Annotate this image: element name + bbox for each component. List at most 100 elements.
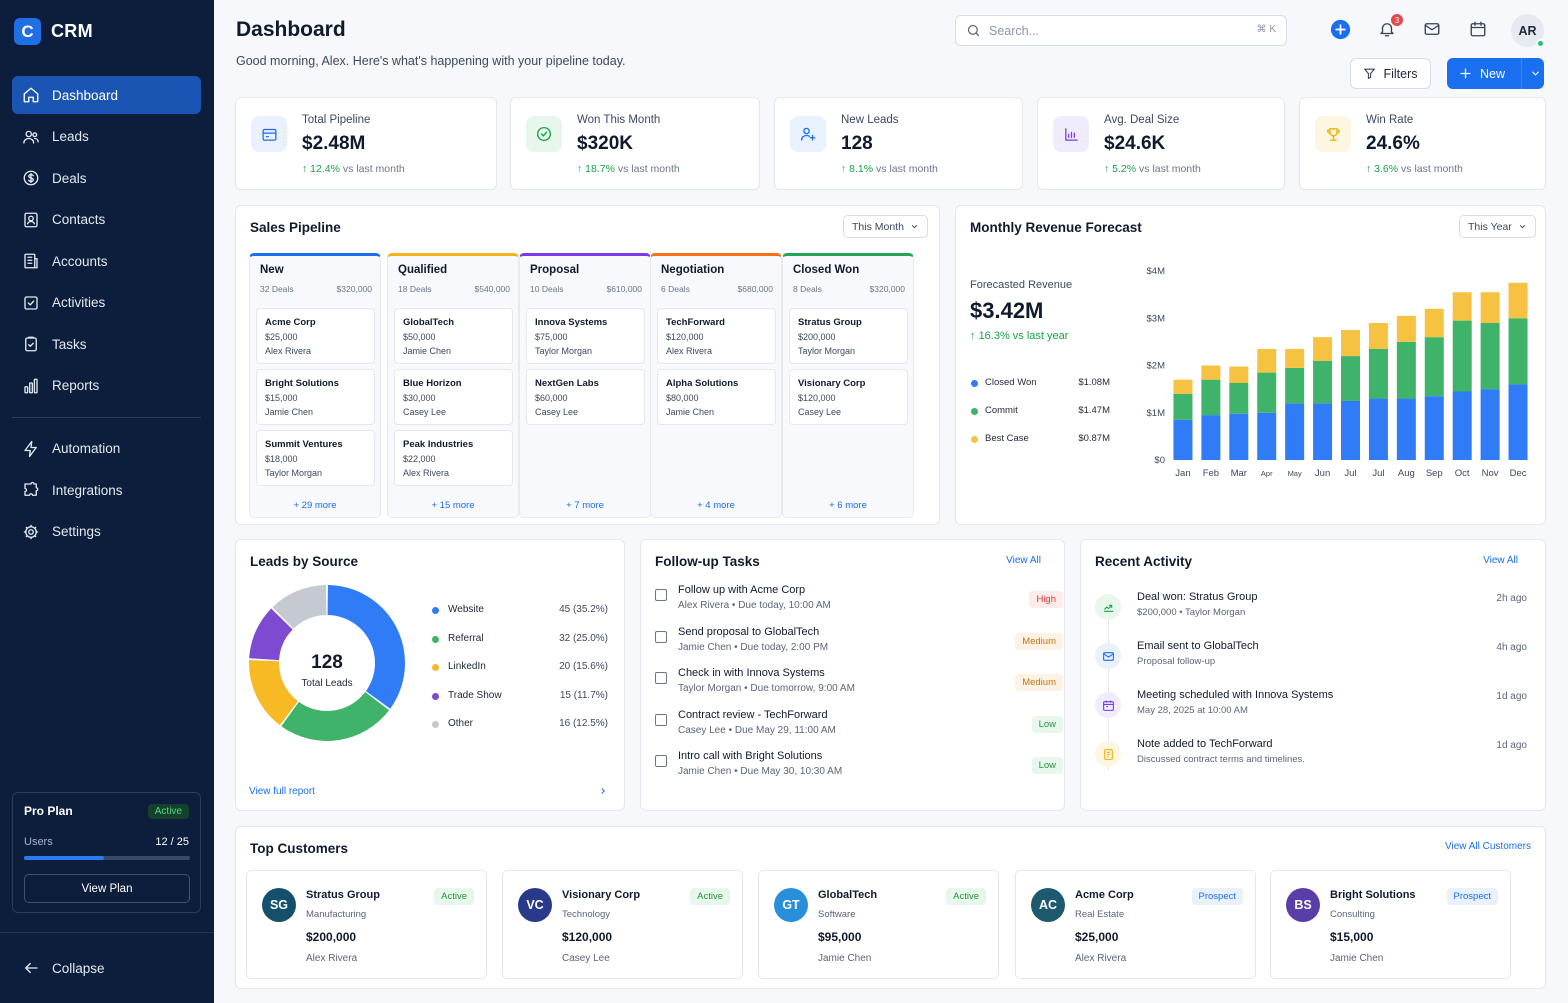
stage-more-link[interactable]: + 4 more xyxy=(697,500,735,511)
deal-card[interactable]: NextGen Labs $60,000 Casey Lee xyxy=(526,369,645,425)
sidebar-item-dashboard[interactable]: Dashboard xyxy=(12,76,201,114)
customer-card[interactable]: GT GlobalTech Software $95,000 Jamie Chen Act… xyxy=(758,870,999,979)
view-full-report-link[interactable]: View full report xyxy=(249,786,315,797)
task-title[interactable]: Contract review - TechForward xyxy=(678,708,828,721)
stage-more-link[interactable]: + 7 more xyxy=(566,500,604,511)
task-title[interactable]: Follow up with Acme Corp xyxy=(678,584,806,596)
bar-segment xyxy=(1368,398,1388,460)
tasks-view-all-link[interactable]: View All xyxy=(1006,555,1041,566)
activity-view-all-link[interactable]: View All xyxy=(1483,555,1518,566)
stage-name: New xyxy=(260,264,284,276)
deal-name: Bright Solutions xyxy=(265,378,339,389)
bar-segment xyxy=(1257,412,1277,460)
stage-more-link[interactable]: + 6 more xyxy=(829,500,867,511)
task-checkbox[interactable] xyxy=(655,589,667,601)
sidebar-item-accounts[interactable]: Accounts xyxy=(12,242,201,280)
sidebar-item-integrations[interactable]: Integrations xyxy=(12,471,201,509)
stage-more-link[interactable]: + 15 more xyxy=(431,500,475,511)
chevron-right-icon[interactable] xyxy=(598,786,608,796)
deal-card[interactable]: Visionary Corp $120,000 Casey Lee xyxy=(789,369,908,425)
x-tick-label: Jul xyxy=(1344,468,1356,479)
stage-name: Qualified xyxy=(398,264,448,276)
deal-card[interactable]: Blue Horizon $30,000 Casey Lee xyxy=(394,369,513,425)
forecast-label: Forecasted Revenue xyxy=(970,279,1073,291)
page-subtitle: Good morning, Alex. Here's what's happen… xyxy=(236,54,626,68)
user-avatar[interactable]: AR xyxy=(1511,14,1545,48)
filters-button[interactable]: Filters xyxy=(1350,58,1431,89)
notifications-button[interactable]: 3 xyxy=(1376,14,1403,40)
view-plan-button[interactable]: View Plan xyxy=(24,874,190,903)
kpi-card-avg-deal-size[interactable]: Avg. Deal Size $24.6K ↑ 5.2% vs last mon… xyxy=(1037,97,1285,190)
kpi-card-won-this-month[interactable]: Won This Month $320K ↑ 18.7% vs last mon… xyxy=(510,97,760,190)
customer-card[interactable]: SG Stratus Group Manufacturing $200,000 Alex… xyxy=(246,870,487,979)
deal-card[interactable]: Bright Solutions $15,000 Jamie Chen xyxy=(256,369,375,425)
task-checkbox[interactable] xyxy=(655,672,667,684)
calendar-button[interactable] xyxy=(1467,18,1489,40)
search-box: ⌘ K xyxy=(955,15,1287,46)
app-name: CRM xyxy=(51,21,93,41)
add-button[interactable] xyxy=(1329,18,1351,40)
sidebar-item-leads[interactable]: Leads xyxy=(12,118,201,156)
kpi-card-win-rate[interactable]: Win Rate 24.6% ↑ 3.6% vs last month xyxy=(1299,97,1546,190)
sidebar-item-automation[interactable]: Automation xyxy=(12,430,201,468)
deal-card[interactable]: Peak Industries $22,000 Alex Rivera xyxy=(394,430,513,486)
calendar-icon xyxy=(1102,700,1114,711)
task-title[interactable]: Intro call with Bright Solutions xyxy=(678,750,823,762)
kpi-card-total-pipeline[interactable]: Total Pipeline $2.48M ↑ 12.4% vs last mo… xyxy=(235,97,497,190)
deal-name: Acme Corp xyxy=(265,317,316,328)
activity-item[interactable]: Meeting scheduled with Innova Systems May… xyxy=(1095,689,1527,729)
stage-more-link[interactable]: + 29 more xyxy=(293,500,337,511)
new-button[interactable]: New xyxy=(1447,58,1544,89)
sidebar-item-deals[interactable]: Deals xyxy=(12,159,201,197)
sidebar-item-settings[interactable]: Settings xyxy=(12,513,201,551)
deal-card[interactable]: Acme Corp $25,000 Alex Rivera xyxy=(256,308,375,364)
activity-item[interactable]: Deal won: Stratus Group $200,000 • Taylor… xyxy=(1095,591,1527,631)
customer-owner: Jamie Chen xyxy=(1330,953,1384,964)
chart-icon xyxy=(1064,127,1078,141)
activity-item[interactable]: Email sent to GlobalTech Proposal follow-… xyxy=(1095,640,1527,680)
total-leads-value: 128 xyxy=(311,652,343,673)
task-checkbox[interactable] xyxy=(655,755,667,767)
app-logo[interactable]: C CRM xyxy=(14,18,93,45)
task-title[interactable]: Check in with Innova Systems xyxy=(678,667,825,679)
forecast-period-select[interactable]: This Year xyxy=(1459,215,1536,238)
deal-owner: Casey Lee xyxy=(403,407,447,417)
activity-item[interactable]: Note added to TechForward Discussed contr… xyxy=(1095,738,1527,778)
bar-segment xyxy=(1508,384,1528,460)
collapse-button[interactable]: Collapse xyxy=(0,932,214,1003)
task-checkbox[interactable] xyxy=(655,630,667,643)
customer-amount: $15,000 xyxy=(1330,930,1374,944)
deal-card[interactable]: TechForward $120,000 Alex Rivera xyxy=(657,308,776,364)
chevron-down-icon[interactable] xyxy=(1530,68,1541,79)
deal-card[interactable]: Summit Ventures $18,000 Taylor Morgan xyxy=(256,430,375,486)
task-checkbox[interactable] xyxy=(655,713,667,726)
plan-usage-fill xyxy=(24,856,104,860)
search-input[interactable] xyxy=(989,23,1229,38)
bar-segment xyxy=(1368,348,1388,399)
deal-card[interactable]: Alpha Solutions $80,000 Jamie Chen xyxy=(657,369,776,425)
sidebar-item-contacts[interactable]: Contacts xyxy=(12,201,201,239)
bar-segment xyxy=(1452,391,1472,460)
sidebar-item-tasks[interactable]: Tasks xyxy=(12,325,201,363)
deal-card[interactable]: GlobalTech $50,000 Jamie Chen xyxy=(394,308,513,364)
mail-button[interactable] xyxy=(1421,18,1443,40)
y-tick-label: $3M xyxy=(1147,313,1166,324)
deal-card[interactable]: Stratus Group $200,000 Taylor Morgan xyxy=(789,308,908,364)
deal-amount: $18,000 xyxy=(265,454,298,464)
bar-segment xyxy=(1424,396,1444,460)
customer-status-badge: Prospect xyxy=(1446,888,1498,905)
pipeline-period-select[interactable]: This Month xyxy=(843,215,928,238)
x-tick-label: Aug xyxy=(1398,468,1415,479)
view-all-customers-link[interactable]: View All Customers xyxy=(1445,841,1531,852)
stage-deal-count: 18 Deals xyxy=(398,284,432,294)
sidebar-item-reports[interactable]: Reports xyxy=(12,367,201,405)
kpi-card-new-leads[interactable]: New Leads 128 ↑ 8.1% vs last month xyxy=(774,97,1023,190)
source-name: LinkedIn xyxy=(448,661,486,673)
customer-card[interactable]: VC Visionary Corp Technology $120,000 Casey … xyxy=(502,870,743,979)
source-name: Referral xyxy=(448,632,484,644)
sidebar-item-activities[interactable]: Activities xyxy=(12,284,201,322)
customer-card[interactable]: BS Bright Solutions Consulting $15,000 Jamie… xyxy=(1270,870,1511,979)
task-title[interactable]: Send proposal to GlobalTech xyxy=(678,625,820,638)
customer-card[interactable]: AC Acme Corp Real Estate $25,000 Alex Rivera… xyxy=(1015,870,1256,979)
deal-card[interactable]: Innova Systems $75,000 Taylor Morgan xyxy=(526,308,645,364)
